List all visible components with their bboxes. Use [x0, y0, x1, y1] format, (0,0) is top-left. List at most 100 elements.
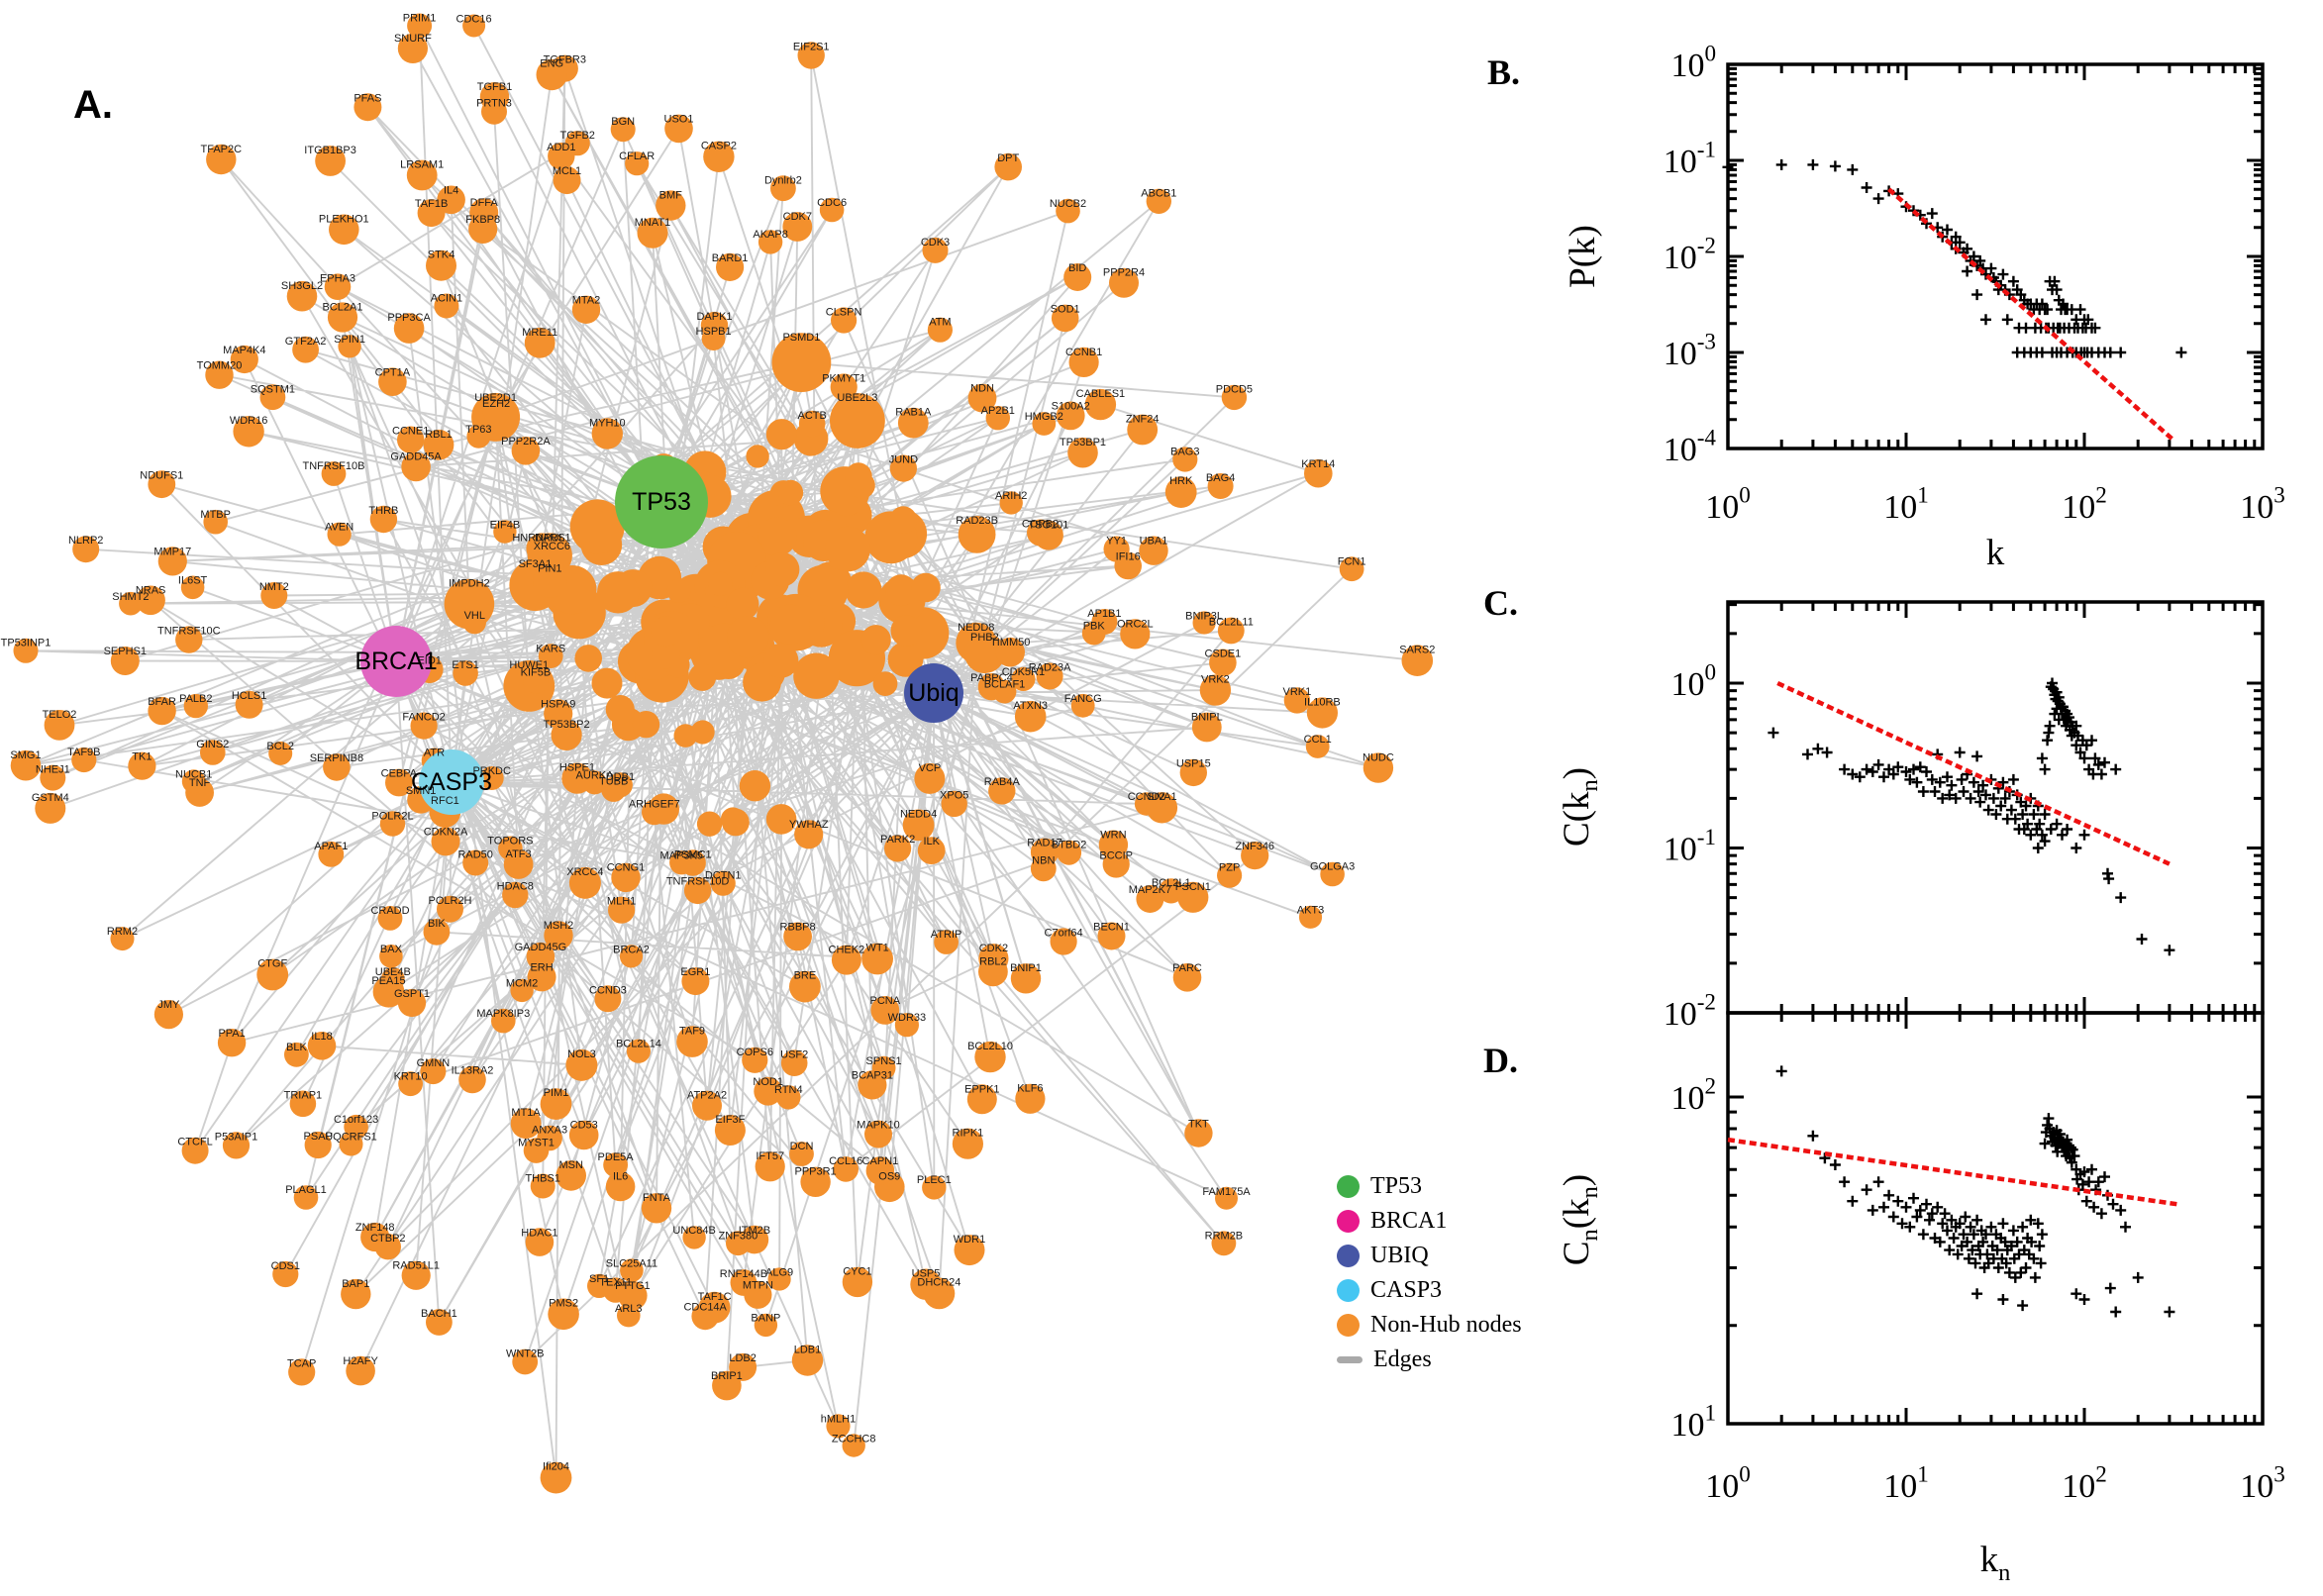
svg-text:Dynlrb2: Dynlrb2 — [764, 174, 802, 186]
svg-text:TEX11: TEX11 — [599, 1276, 632, 1288]
svg-text:TGFB2: TGFB2 — [559, 130, 594, 142]
svg-text:RAD50: RAD50 — [457, 848, 492, 860]
chart-B: 100 10-1 10-2 10-3 10-4 100 101 102 103 P(k) k — [1563, 42, 2285, 573]
svg-text:PLEC1: PLEC1 — [917, 1174, 952, 1186]
svg-text:UBA1: UBA1 — [1140, 536, 1168, 548]
svg-text:BARD1: BARD1 — [712, 252, 749, 264]
svg-text:BAG4: BAG4 — [1206, 472, 1235, 484]
svg-text:USF2: USF2 — [780, 1048, 808, 1060]
svg-text:NDUFS1: NDUFS1 — [140, 469, 183, 481]
svg-text:DAPK1: DAPK1 — [696, 311, 732, 323]
chart-C-ylabel: C(kn) — [1557, 767, 1603, 847]
svg-text:AP2B1: AP2B1 — [981, 405, 1015, 417]
svg-text:GADD45A: GADD45A — [390, 451, 442, 463]
legend-label: TP53 — [1370, 1173, 1423, 1199]
svg-text:GSPT1: GSPT1 — [394, 988, 430, 1000]
svg-text:RTN4: RTN4 — [774, 1084, 803, 1096]
svg-text:101: 101 — [1883, 483, 1929, 526]
svg-text:DCN: DCN — [790, 1141, 814, 1152]
panel-label-d: D. — [1483, 1041, 1518, 1080]
legend-item-casp3: CASP3 — [1337, 1273, 1522, 1308]
hub-BRCA1 — [360, 626, 432, 697]
svg-text:TP53BP2: TP53BP2 — [544, 719, 590, 731]
svg-text:BCAP31: BCAP31 — [852, 1069, 893, 1081]
svg-text:MAPK8IP3: MAPK8IP3 — [476, 1008, 530, 1020]
svg-text:PSAP: PSAP — [304, 1131, 333, 1143]
svg-text:PIM1: PIM1 — [544, 1087, 569, 1099]
svg-text:CDK7: CDK7 — [783, 211, 812, 223]
svg-text:AVEN: AVEN — [325, 522, 354, 534]
svg-text:MNAT1: MNAT1 — [635, 217, 670, 229]
svg-text:CYC1: CYC1 — [843, 1266, 871, 1278]
chart-B-xlabel: k — [1986, 533, 2005, 573]
svg-text:TKT: TKT — [1188, 1118, 1209, 1130]
svg-text:10-2: 10-2 — [1664, 990, 1716, 1033]
svg-text:TP53INP1: TP53INP1 — [1, 638, 51, 649]
legend-item-ubiq: UBIQ — [1337, 1239, 1522, 1273]
svg-text:PPP2R4: PPP2R4 — [1103, 267, 1145, 279]
svg-text:HSPE1: HSPE1 — [559, 762, 595, 774]
svg-text:NOD1: NOD1 — [753, 1076, 783, 1088]
svg-text:DDB1: DDB1 — [606, 771, 635, 783]
svg-text:TP53: TP53 — [632, 488, 691, 516]
svg-text:GOLGA3: GOLGA3 — [1310, 861, 1355, 873]
svg-text:SF1: SF1 — [589, 1273, 609, 1285]
svg-text:CASP3: CASP3 — [411, 768, 492, 796]
svg-text:NEDD4: NEDD4 — [900, 809, 937, 821]
svg-text:UBE4B: UBE4B — [375, 966, 411, 978]
svg-text:MCM2: MCM2 — [506, 978, 538, 990]
svg-text:RRM2: RRM2 — [107, 926, 138, 938]
svg-text:TNFRSF10C: TNFRSF10C — [157, 625, 221, 637]
svg-text:WNT2B: WNT2B — [506, 1348, 545, 1360]
chart-B-xtick-labels: 100 101 102 103 — [1705, 483, 2285, 526]
svg-text:102: 102 — [2062, 483, 2107, 526]
svg-text:BACH1: BACH1 — [421, 1308, 457, 1320]
svg-text:ATM: ATM — [929, 317, 951, 329]
svg-text:BRCA2: BRCA2 — [613, 944, 650, 955]
svg-text:PTTG1: PTTG1 — [615, 1280, 650, 1292]
chart-D-ylabel: Cn(kn) — [1557, 1174, 1603, 1265]
svg-text:EID1: EID1 — [417, 654, 441, 666]
svg-text:MLH1: MLH1 — [607, 896, 636, 908]
svg-text:PALB2: PALB2 — [179, 693, 212, 705]
svg-text:HDAC8: HDAC8 — [497, 881, 534, 893]
chart-D-points — [1775, 1065, 2175, 1318]
svg-text:POLR2L: POLR2L — [371, 810, 413, 822]
svg-text:10-1: 10-1 — [1664, 138, 1716, 180]
svg-text:NRAS: NRAS — [136, 585, 166, 597]
svg-text:SEPHS1: SEPHS1 — [104, 646, 147, 657]
svg-text:ZNF380: ZNF380 — [719, 1230, 758, 1242]
svg-text:RAB1A: RAB1A — [895, 407, 932, 419]
svg-text:TAF9: TAF9 — [679, 1025, 705, 1037]
svg-text:STK4: STK4 — [428, 249, 455, 261]
svg-text:10-3: 10-3 — [1664, 330, 1716, 372]
svg-text:ACIN1: ACIN1 — [431, 293, 462, 305]
svg-text:TUBB: TUBB — [599, 776, 628, 788]
svg-text:YY1: YY1 — [1106, 535, 1127, 547]
svg-text:ARHGEF7: ARHGEF7 — [629, 799, 680, 811]
svg-text:102: 102 — [2062, 1462, 2107, 1505]
svg-text:BFAR: BFAR — [148, 696, 176, 708]
svg-text:PARK2: PARK2 — [880, 834, 915, 846]
svg-text:SERPINB8: SERPINB8 — [310, 752, 363, 764]
svg-text:C1orf123: C1orf123 — [334, 1114, 378, 1126]
svg-text:EIF2S1: EIF2S1 — [793, 41, 830, 52]
svg-text:PDCD5: PDCD5 — [1216, 384, 1253, 396]
chart-C-ytick-labels: 100 10-1 10-2 — [1664, 660, 1716, 1033]
svg-text:TK1: TK1 — [132, 751, 152, 763]
svg-text:DARS: DARS — [535, 532, 565, 544]
svg-text:UQCRFS1: UQCRFS1 — [325, 1132, 377, 1144]
svg-text:RAD23B: RAD23B — [956, 515, 998, 527]
svg-text:ZNF24: ZNF24 — [1126, 414, 1160, 426]
hub-CASP3 — [419, 749, 484, 815]
svg-text:WT1: WT1 — [865, 943, 888, 954]
svg-text:NMT2: NMT2 — [259, 581, 289, 593]
legend-label: Edges — [1373, 1347, 1432, 1372]
svg-text:SARS2: SARS2 — [1399, 644, 1435, 655]
svg-text:ATXN3: ATXN3 — [1013, 700, 1048, 712]
svg-text:CCL1: CCL1 — [1304, 734, 1332, 746]
svg-text:PRKDC: PRKDC — [472, 765, 511, 777]
svg-text:PLEKHO1: PLEKHO1 — [319, 214, 369, 226]
network-nodes — [10, 13, 1434, 1494]
svg-text:XRCC6: XRCC6 — [534, 541, 570, 552]
